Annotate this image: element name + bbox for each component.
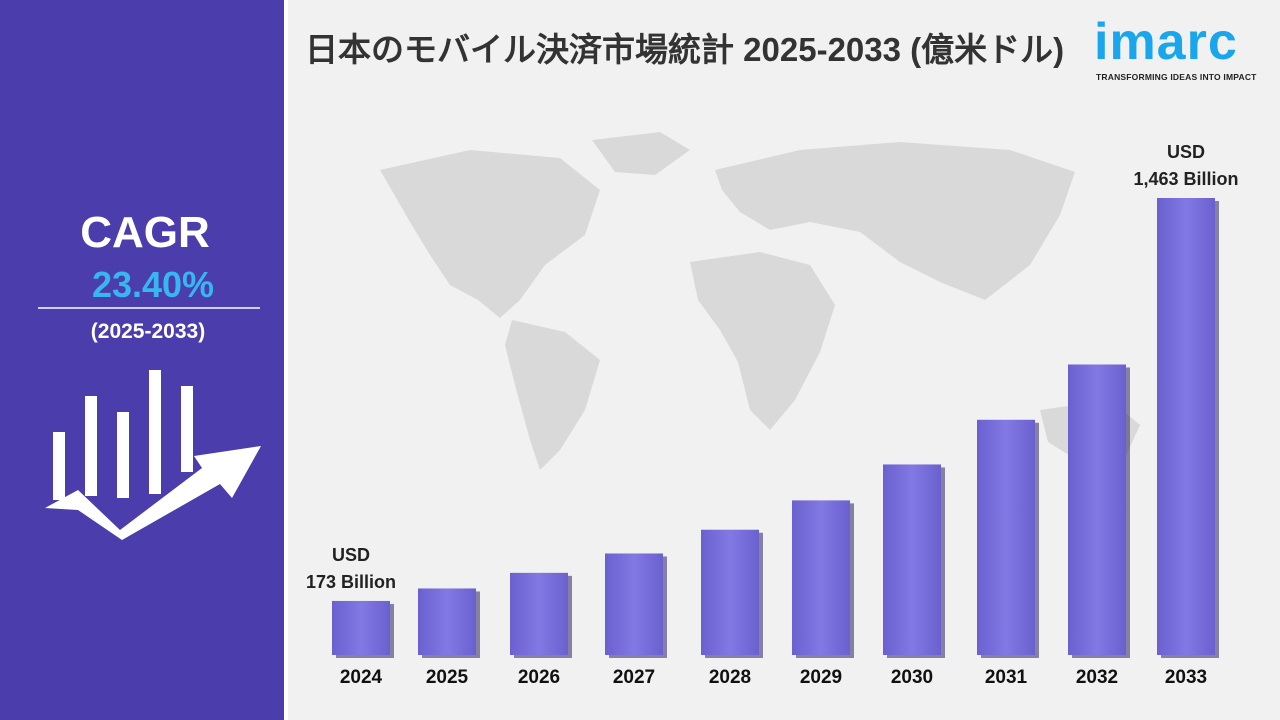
- value-label-2024-0: USD: [332, 545, 370, 565]
- x-axis-ticks: 2024 2025 2026 2027 2028 2029 2030 2031 2032 2033: [340, 667, 1207, 688]
- bar-2030: [883, 464, 941, 655]
- x-tick-2025: 2025: [426, 667, 469, 688]
- x-tick-2027: 2027: [613, 667, 655, 688]
- x-tick-2031: 2031: [985, 667, 1028, 688]
- sidebar-divider: [284, 0, 288, 720]
- growth-chart-arrow-icon: [45, 370, 261, 540]
- x-tick-2026: 2026: [518, 667, 560, 688]
- bar-2029: [792, 500, 850, 655]
- value-label-2024-1: 173 Billion: [306, 572, 396, 592]
- x-tick-2028: 2028: [709, 667, 751, 688]
- x-tick-2033: 2033: [1165, 667, 1207, 688]
- value-label-2033-1: 1,463 Billion: [1133, 169, 1238, 189]
- imarc-logo: imarc TRANSFORMING IDEAS INTO IMPACT: [1092, 12, 1268, 84]
- x-tick-2030: 2030: [891, 667, 933, 688]
- x-tick-2032: 2032: [1076, 667, 1118, 688]
- logo-tagline: TRANSFORMING IDEAS INTO IMPACT: [1096, 72, 1257, 82]
- bar-2024: [332, 600, 390, 655]
- cagr-title: CAGR: [80, 208, 210, 257]
- cagr-value: 23.40%: [91, 264, 215, 305]
- bar-2032: [1068, 364, 1126, 655]
- cagr-period: (2025-2033): [90, 320, 206, 343]
- bar-2025: [418, 588, 476, 655]
- x-tick-2024: 2024: [340, 667, 383, 688]
- bar-series: [332, 198, 1219, 658]
- x-tick-2029: 2029: [800, 667, 842, 688]
- chart-title: 日本のモバイル決済市場統計 2025-2033 (億米ドル): [305, 31, 1065, 68]
- value-annotations: USD 173 Billion USD 1,463 Billion: [306, 142, 1239, 592]
- logo-wordmark: imarc: [1094, 13, 1238, 71]
- bar-2026: [510, 572, 568, 655]
- value-label-2033-0: USD: [1167, 142, 1205, 162]
- bar-2031: [977, 419, 1035, 655]
- cagr-sidebar: [0, 0, 284, 720]
- cagr-divider: [38, 307, 260, 309]
- bar-2033: [1157, 198, 1215, 655]
- world-map-background: [380, 132, 1140, 470]
- bar-2027: [605, 553, 663, 655]
- bar-2028: [701, 529, 759, 655]
